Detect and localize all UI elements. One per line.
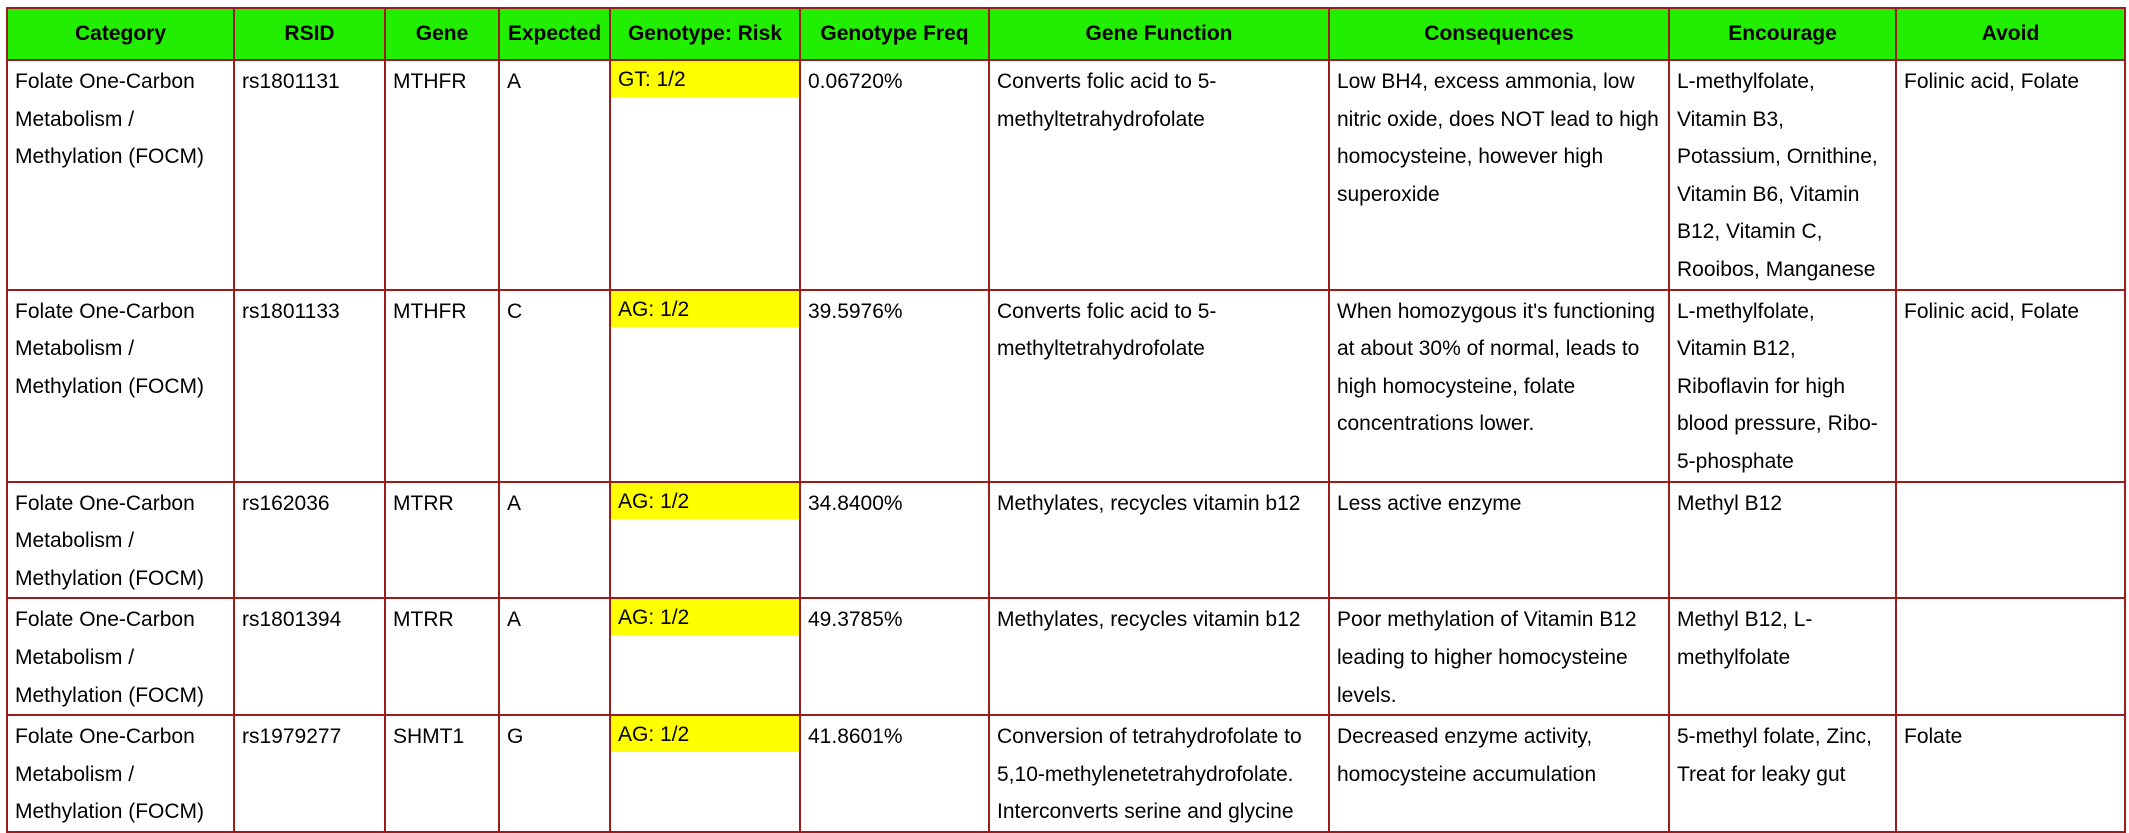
table-row: Folate One-Carbon Metabolism / Methylati… bbox=[6, 480, 2126, 600]
cell-expected: A bbox=[498, 59, 611, 291]
cell-category: Folate One-Carbon Metabolism / Methylati… bbox=[6, 59, 235, 291]
cell-gene-function: Conversion of tetrahydrofolate to 5,10-m… bbox=[988, 714, 1330, 833]
header-category: Category bbox=[6, 7, 235, 61]
header-gene-function: Gene Function bbox=[988, 7, 1330, 61]
header-genotype-risk: Genotype: Risk bbox=[609, 7, 801, 61]
header-genotype-freq: Genotype Freq bbox=[799, 7, 990, 61]
table-row: Folate One-Carbon Metabolism / Methylati… bbox=[6, 59, 2126, 291]
risk-highlight: AG: 1/2 bbox=[612, 291, 798, 327]
cell-genotype-freq: 49.3785% bbox=[799, 597, 990, 717]
cell-rsid: rs1801133 bbox=[233, 288, 386, 483]
cell-avoid: Folate bbox=[1895, 714, 2126, 833]
cell-gene-function: Converts folic acid to 5-methyltetrahydr… bbox=[988, 59, 1330, 291]
header-consequences: Consequences bbox=[1328, 7, 1670, 61]
cell-encourage: L-methylfolate, Vitamin B3, Potassium, O… bbox=[1668, 59, 1897, 291]
cell-gene: MTRR bbox=[384, 480, 500, 600]
cell-genotype-risk: GT: 1/2 bbox=[609, 59, 801, 291]
cell-encourage: 5-methyl folate, Zinc, Treat for leaky g… bbox=[1668, 714, 1897, 833]
cell-rsid: rs1979277 bbox=[233, 714, 386, 833]
header-avoid: Avoid bbox=[1895, 7, 2126, 61]
cell-gene-function: Converts folic acid to 5-methyltetrahydr… bbox=[988, 288, 1330, 483]
cell-consequences: Poor methylation of Vitamin B12 leading … bbox=[1328, 597, 1670, 717]
cell-gene: MTRR bbox=[384, 597, 500, 717]
risk-highlight: GT: 1/2 bbox=[612, 61, 798, 97]
cell-encourage: L-methylfolate, Vitamin B12, Riboflavin … bbox=[1668, 288, 1897, 483]
header-rsid: RSID bbox=[233, 7, 386, 61]
header-row: Category RSID Gene Expected Genotype: Ri… bbox=[6, 7, 2126, 61]
cell-gene: MTHFR bbox=[384, 288, 500, 483]
cell-genotype-freq: 41.8601% bbox=[799, 714, 990, 833]
cell-avoid bbox=[1895, 597, 2126, 717]
cell-genotype-freq: 0.06720% bbox=[799, 59, 990, 291]
cell-avoid: Folinic acid, Folate bbox=[1895, 59, 2126, 291]
cell-genotype-risk: AG: 1/2 bbox=[609, 714, 801, 833]
cell-category: Folate One-Carbon Metabolism / Methylati… bbox=[6, 288, 235, 483]
cell-genotype-freq: 39.5976% bbox=[799, 288, 990, 483]
cell-genotype-risk: AG: 1/2 bbox=[609, 480, 801, 600]
cell-encourage: Methyl B12, L-methylfolate bbox=[1668, 597, 1897, 717]
header-gene: Gene bbox=[384, 7, 500, 61]
risk-highlight: AG: 1/2 bbox=[612, 717, 798, 753]
risk-highlight: AG: 1/2 bbox=[612, 483, 798, 519]
cell-gene: SHMT1 bbox=[384, 714, 500, 833]
cell-category: Folate One-Carbon Metabolism / Methylati… bbox=[6, 480, 235, 600]
cell-expected: G bbox=[498, 714, 611, 833]
table-row: Folate One-Carbon Metabolism / Methylati… bbox=[6, 288, 2126, 483]
table-header: Category RSID Gene Expected Genotype: Ri… bbox=[6, 7, 2126, 61]
cell-expected: A bbox=[498, 480, 611, 600]
header-expected: Expected bbox=[498, 7, 611, 61]
cell-encourage: Methyl B12 bbox=[1668, 480, 1897, 600]
cell-consequences: Low BH4, excess ammonia, low nitric oxid… bbox=[1328, 59, 1670, 291]
cell-expected: A bbox=[498, 597, 611, 717]
cell-avoid bbox=[1895, 480, 2126, 600]
cell-expected: C bbox=[498, 288, 611, 483]
cell-consequences: Less active enzyme bbox=[1328, 480, 1670, 600]
cell-rsid: rs162036 bbox=[233, 480, 386, 600]
cell-genotype-risk: AG: 1/2 bbox=[609, 288, 801, 483]
cell-genotype-freq: 34.8400% bbox=[799, 480, 990, 600]
risk-highlight: AG: 1/2 bbox=[612, 600, 798, 636]
cell-category: Folate One-Carbon Metabolism / Methylati… bbox=[6, 714, 235, 833]
table-row: Folate One-Carbon Metabolism / Methylati… bbox=[6, 714, 2126, 833]
cell-avoid: Folinic acid, Folate bbox=[1895, 288, 2126, 483]
cell-category: Folate One-Carbon Metabolism / Methylati… bbox=[6, 597, 235, 717]
genotype-table: Category RSID Gene Expected Genotype: Ri… bbox=[6, 7, 2126, 833]
header-encourage: Encourage bbox=[1668, 7, 1897, 61]
cell-rsid: rs1801131 bbox=[233, 59, 386, 291]
cell-gene-function: Methylates, recycles vitamin b12 bbox=[988, 480, 1330, 600]
cell-consequences: Decreased enzyme activity, homocysteine … bbox=[1328, 714, 1670, 833]
cell-rsid: rs1801394 bbox=[233, 597, 386, 717]
cell-gene: MTHFR bbox=[384, 59, 500, 291]
cell-gene-function: Methylates, recycles vitamin b12 bbox=[988, 597, 1330, 717]
cell-consequences: When homozygous it's functioning at abou… bbox=[1328, 288, 1670, 483]
table-body: Folate One-Carbon Metabolism / Methylati… bbox=[6, 59, 2126, 833]
cell-genotype-risk: AG: 1/2 bbox=[609, 597, 801, 717]
table-row: Folate One-Carbon Metabolism / Methylati… bbox=[6, 597, 2126, 717]
